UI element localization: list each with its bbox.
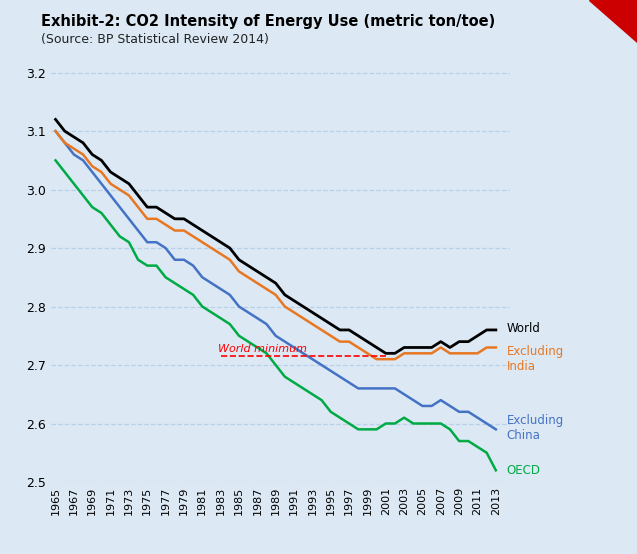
Text: Excluding
India: Excluding India: [507, 345, 564, 373]
Text: World minimum: World minimum: [218, 344, 307, 354]
Text: Excluding
China: Excluding China: [507, 414, 564, 442]
Text: World: World: [507, 322, 541, 335]
Text: OECD: OECD: [507, 464, 541, 477]
Text: (Source: BP Statistical Review 2014): (Source: BP Statistical Review 2014): [41, 33, 269, 46]
Text: Exhibit-2: CO2 Intensity of Energy Use (metric ton/toe): Exhibit-2: CO2 Intensity of Energy Use (…: [41, 14, 496, 29]
